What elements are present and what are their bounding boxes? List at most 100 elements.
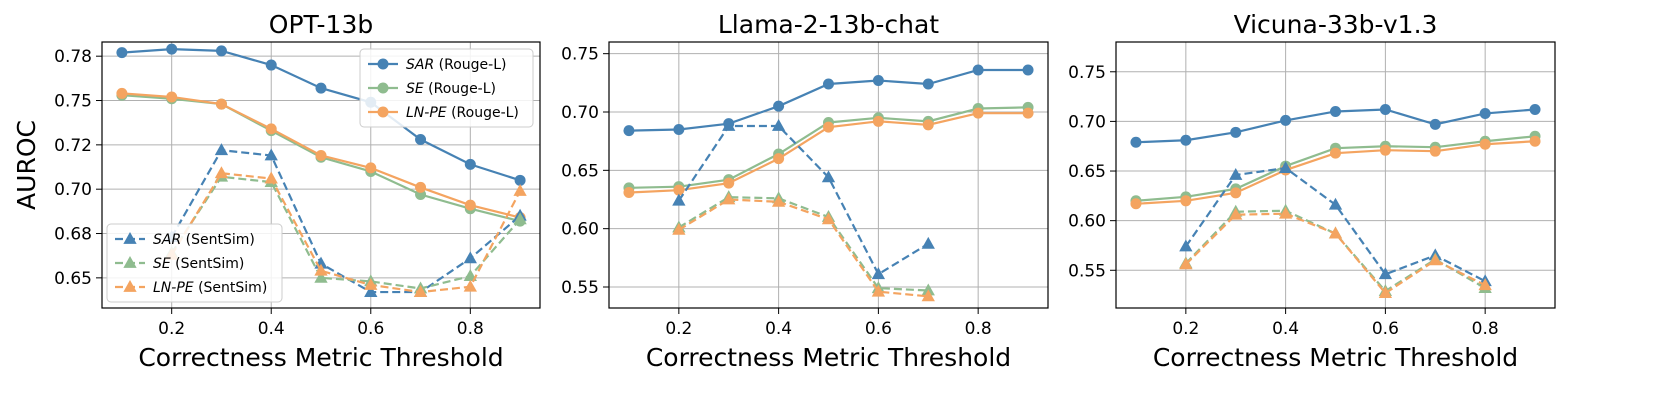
- data-point: [823, 121, 834, 133]
- data-point: [921, 236, 935, 249]
- data-point: [463, 251, 477, 264]
- y-tick-label: 0.75: [561, 45, 599, 65]
- legend-rouge-l: SAR (Rouge-L)SE (Rouge-L)LN-PE (Rouge-L): [359, 48, 534, 128]
- data-point: [464, 199, 476, 211]
- y-tick-label: 0.60: [1068, 212, 1106, 232]
- data-point: [1429, 118, 1441, 130]
- data-point: [672, 222, 686, 235]
- panel-vicuna-33b-v1-3: 0.2 0.4 0.6 0.8 0.55 0.60 0.65 0.70 0.75 Vicuna-3…: [1068, 10, 1556, 372]
- data-point: [365, 162, 377, 174]
- data-point: [166, 91, 178, 103]
- data-point: [972, 64, 984, 76]
- legend-metric-suffix: (SentSim): [181, 232, 255, 248]
- y-tick-label: 0.75: [54, 92, 92, 112]
- series-line: [678, 196, 929, 292]
- legend-metric-suffix: (Rouge-L): [434, 57, 506, 73]
- x-tick-label: 0.4: [765, 319, 792, 339]
- legend-method-name: LN-PE: [153, 280, 194, 296]
- series-line: [1185, 209, 1486, 293]
- series-line: [170, 175, 521, 290]
- data-point: [514, 174, 526, 186]
- data-point: [773, 100, 785, 112]
- x-tick-label: 0.2: [1172, 319, 1199, 339]
- data-point: [723, 177, 735, 189]
- data-point: [872, 75, 884, 86]
- data-point: [264, 148, 278, 161]
- data-point: [215, 45, 227, 57]
- data-point: [673, 124, 685, 135]
- legend-label: SE (Rouge-L): [406, 81, 496, 97]
- y-tick-label: 0.65: [54, 269, 92, 289]
- data-point: [1429, 145, 1441, 157]
- data-point: [672, 193, 686, 206]
- data-point: [922, 78, 934, 90]
- data-point: [773, 153, 785, 165]
- series-line: [1185, 212, 1486, 295]
- data-point: [872, 115, 884, 127]
- legend-marker: [377, 58, 389, 70]
- data-point: [265, 59, 277, 71]
- plot-frame: [1115, 41, 1556, 309]
- y-tick-label: 0.55: [561, 278, 599, 298]
- data-point: [1330, 105, 1341, 117]
- y-tick-label: 0.70: [1068, 112, 1106, 132]
- data-point: [315, 82, 327, 94]
- x-axis-label: Correctness Metric Threshold: [1153, 343, 1518, 372]
- x-tick-label: 0.4: [1272, 319, 1299, 339]
- data-point: [1230, 187, 1242, 199]
- data-point: [265, 123, 277, 135]
- data-point: [1278, 206, 1293, 219]
- legend-marker: [123, 256, 137, 268]
- data-point: [722, 119, 736, 131]
- x-tick-label: 0.8: [457, 319, 484, 339]
- y-tick-label: 0.70: [54, 180, 92, 200]
- data-point: [1130, 198, 1142, 210]
- legend-sentsim: SAR (SentSim)SE (SentSim)LN-PE (SentSim): [106, 223, 283, 303]
- y-tick-label: 0.65: [561, 161, 599, 181]
- y-tick-label: 0.75: [1068, 63, 1106, 83]
- series-line: [678, 198, 929, 298]
- data-point: [116, 87, 128, 99]
- data-point: [1229, 207, 1243, 220]
- data-point: [921, 289, 935, 302]
- data-point: [823, 78, 834, 90]
- data-point: [972, 107, 984, 119]
- x-tick-label: 0.8: [1472, 319, 1499, 339]
- data-point: [166, 43, 178, 55]
- legend-frame: [359, 48, 534, 128]
- data-point: [623, 187, 635, 198]
- data-point: [922, 119, 934, 131]
- x-tick-label: 0.2: [665, 319, 692, 339]
- data-point: [264, 171, 278, 184]
- series-line: [677, 124, 929, 276]
- data-point: [1479, 138, 1491, 150]
- data-point: [771, 194, 786, 207]
- data-point: [1229, 168, 1243, 180]
- x-axis-label: Correctness Metric Threshold: [138, 343, 503, 372]
- plot-frame: [101, 41, 541, 309]
- data-point: [1130, 136, 1142, 148]
- data-point: [364, 285, 378, 297]
- data-point: [315, 149, 327, 161]
- legend-marker: [123, 280, 137, 292]
- data-point: [364, 277, 378, 290]
- data-point: [415, 181, 427, 193]
- data-point: [1180, 134, 1192, 146]
- data-point: [1328, 197, 1343, 210]
- data-point: [116, 47, 128, 59]
- data-point: [1180, 195, 1192, 207]
- chart-title: Llama-2-13b-chat: [718, 10, 939, 39]
- panel-llama-2-13b-chat: 0.2 0.4 0.6 0.8 0.55 0.60 0.65 0.70 0.75 Llama-2-…: [561, 10, 1049, 372]
- legend-method-name: SAR: [153, 232, 181, 248]
- data-point: [1379, 103, 1391, 115]
- data-point: [821, 170, 836, 183]
- data-point: [513, 212, 527, 225]
- data-point: [1179, 239, 1193, 252]
- legend-marker: [377, 106, 389, 118]
- data-point: [1478, 278, 1492, 291]
- data-point: [314, 263, 328, 276]
- legend-method-name: LN-PE: [406, 105, 447, 121]
- legend-label: SE (SentSim): [153, 256, 244, 272]
- legend-metric-suffix: (Rouge-L): [447, 105, 519, 121]
